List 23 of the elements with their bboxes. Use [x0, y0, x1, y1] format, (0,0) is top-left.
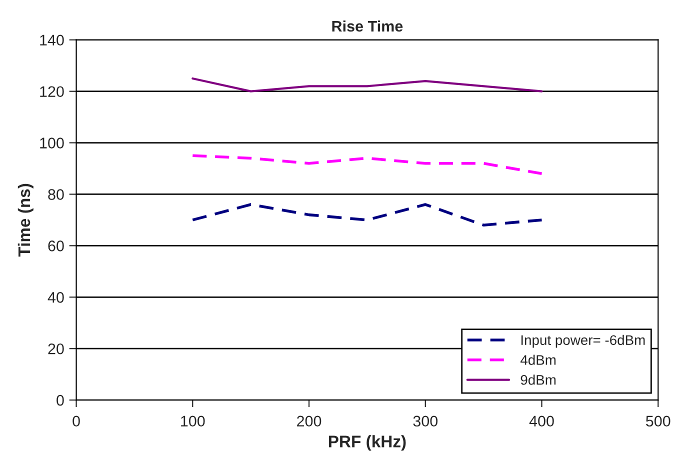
chart-title: Rise Time	[332, 20, 403, 32]
y-tick-label: 100	[40, 138, 64, 148]
y-axis-title: Time (ns)	[18, 184, 34, 257]
line-series	[191, 154, 544, 176]
x-tick-label: 500	[646, 416, 670, 427]
legend-label: 4dBm	[520, 354, 556, 365]
line-series	[191, 203, 544, 226]
y-tick-label: 120	[40, 86, 64, 98]
x-tick-label: 400	[529, 416, 554, 427]
x-tick-label: 200	[297, 416, 322, 427]
y-tick-label: 40	[48, 292, 64, 303]
y-tick-label: 60	[48, 240, 64, 252]
y-tick-label: 80	[48, 189, 64, 200]
x-tick-label: 0	[72, 416, 80, 427]
y-tick-label: 140	[40, 34, 64, 46]
line-series	[192, 77, 543, 92]
legend-label: Input power= -6dBm	[521, 334, 645, 348]
legend-label: 9dBm	[520, 374, 556, 385]
x-tick-label: 100	[181, 416, 205, 427]
y-tick-label: 20	[48, 343, 64, 354]
x-axis-title: PRF (kHz)	[328, 435, 406, 451]
x-tick-label: 300	[413, 416, 438, 427]
y-tick-label: 0	[56, 394, 64, 406]
